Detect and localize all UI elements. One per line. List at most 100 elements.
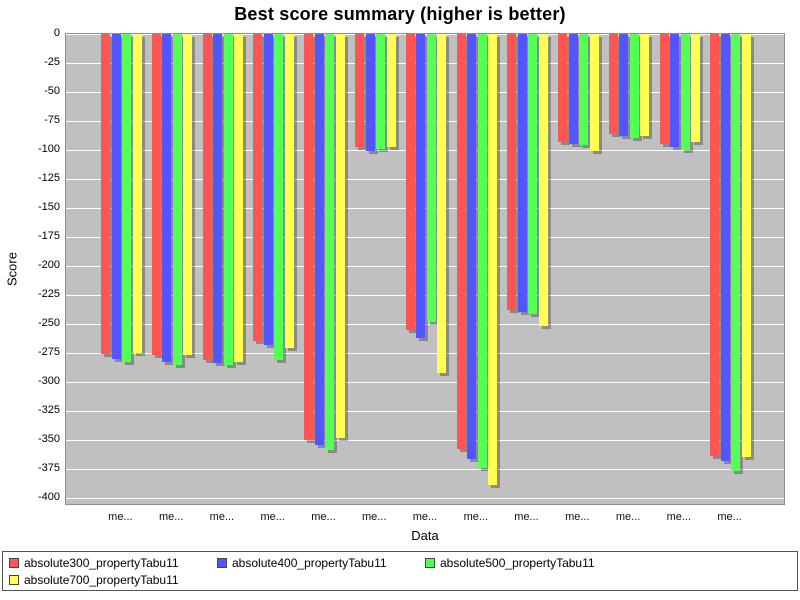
- y-tick-label: -150: [37, 201, 60, 213]
- bar-absolute500_propertyTabu11-cat5: [376, 34, 385, 149]
- bar-absolute500_propertyTabu11-cat11: [680, 34, 690, 150]
- y-tick-label: -325: [37, 404, 60, 416]
- bar-absolute500_propertyTabu11-cat4: [325, 34, 335, 451]
- bar-absolute700_propertyTabu11-cat4: [335, 34, 345, 438]
- bar-absolute700_propertyTabu11-cat12: [741, 34, 751, 458]
- legend-item: absolute400_propertyTabu11: [214, 554, 422, 571]
- y-tick-label: -350: [37, 433, 60, 445]
- y-tick-label: -50: [44, 85, 60, 97]
- bar-absolute700_propertyTabu11-cat3: [284, 34, 294, 349]
- bar-absolute400_propertyTabu11-cat12: [720, 34, 730, 461]
- y-tick-label: -300: [37, 375, 60, 387]
- x-tick-label: me...: [108, 511, 133, 523]
- bar-absolute500_propertyTabu11-cat6: [426, 34, 436, 322]
- legend-swatch-icon: [9, 557, 19, 568]
- legend-label: absolute700_propertyTabu11: [24, 572, 179, 587]
- bar-absolute700_propertyTabu11-cat2: [234, 34, 244, 363]
- legend-item: absolute300_propertyTabu11: [6, 554, 214, 571]
- bar-absolute700_propertyTabu11-cat1: [183, 34, 193, 356]
- x-tick-label: me...: [615, 511, 641, 523]
- x-tick-label: me...: [463, 511, 489, 523]
- bar-absolute500_propertyTabu11-cat12: [731, 34, 741, 472]
- gridline: [66, 469, 784, 470]
- bar-absolute400_propertyTabu11-cat4: [314, 34, 324, 445]
- bar-absolute700_propertyTabu11-cat0: [132, 34, 142, 353]
- bar-absolute500_propertyTabu11-cat0: [122, 34, 132, 363]
- legend-label: absolute500_propertyTabu11: [440, 555, 595, 570]
- legend-item: absolute700_propertyTabu11: [6, 571, 214, 588]
- gridline: [66, 353, 784, 354]
- bar-absolute300_propertyTabu11-cat0: [101, 34, 111, 355]
- chart-title: Best score summary (higher is better): [234, 4, 566, 24]
- x-tick-label: me...: [158, 511, 184, 523]
- x-tick-label: me...: [260, 511, 285, 523]
- bar-absolute300_propertyTabu11-cat8: [507, 34, 517, 311]
- y-tick-label: -375: [37, 462, 60, 474]
- gridline: [66, 382, 784, 383]
- bar-absolute400_propertyTabu11-cat3: [263, 34, 273, 345]
- legend-swatch-icon: [217, 557, 227, 568]
- legend-label: absolute400_propertyTabu11: [232, 555, 387, 570]
- plot-area: [65, 33, 785, 505]
- bar-absolute300_propertyTabu11-cat10: [608, 34, 618, 134]
- bar-absolute300_propertyTabu11-cat3: [253, 34, 263, 342]
- bar-absolute700_propertyTabu11-cat6: [437, 34, 447, 373]
- bar-absolute500_propertyTabu11-cat2: [223, 34, 233, 365]
- bar-absolute500_propertyTabu11-cat8: [528, 34, 538, 314]
- x-tick-label: me...: [717, 511, 742, 523]
- bar-absolute700_propertyTabu11-cat7: [488, 34, 497, 486]
- bar-absolute700_propertyTabu11-cat9: [589, 34, 599, 152]
- y-tick-label: -225: [37, 288, 60, 300]
- legend-item: absolute500_propertyTabu11: [422, 554, 630, 571]
- x-tick-label: me...: [412, 511, 438, 523]
- x-tick-label: me...: [666, 511, 692, 523]
- y-tick-label: -25: [44, 56, 60, 68]
- y-tick-label: -250: [37, 317, 60, 329]
- gridline: [66, 498, 784, 499]
- bar-absolute500_propertyTabu11-cat3: [274, 34, 284, 360]
- bar-absolute400_propertyTabu11-cat0: [111, 34, 121, 359]
- x-tick-label: me...: [514, 511, 539, 523]
- bar-absolute400_propertyTabu11-cat10: [619, 34, 629, 137]
- x-tick-label: me...: [209, 511, 235, 523]
- bar-absolute400_propertyTabu11-cat2: [213, 34, 223, 364]
- bar-absolute400_propertyTabu11-cat6: [416, 34, 426, 338]
- bar-absolute400_propertyTabu11-cat1: [162, 34, 172, 363]
- legend-swatch-icon: [9, 574, 19, 585]
- bar-absolute700_propertyTabu11-cat10: [640, 34, 650, 137]
- bar-absolute400_propertyTabu11-cat9: [568, 34, 578, 145]
- gridline: [66, 440, 784, 441]
- x-tick-label: me...: [311, 511, 336, 523]
- bar-absolute300_propertyTabu11-cat9: [558, 34, 568, 142]
- bar-absolute300_propertyTabu11-cat11: [659, 34, 669, 145]
- legend: absolute300_propertyTabu11 absolute400_pr…: [2, 551, 798, 591]
- y-tick-label: -200: [37, 259, 60, 271]
- legend-swatch-icon: [425, 557, 435, 568]
- y-tick-label: 0: [53, 27, 60, 39]
- gridline: [66, 411, 784, 412]
- bar-absolute300_propertyTabu11-cat1: [151, 34, 161, 356]
- y-tick-label: -400: [37, 491, 60, 503]
- bar-absolute400_propertyTabu11-cat11: [670, 34, 680, 147]
- x-tick-label: me...: [361, 511, 387, 523]
- x-tick-label: me...: [565, 511, 590, 523]
- bar-absolute500_propertyTabu11-cat7: [477, 34, 487, 468]
- bar-absolute700_propertyTabu11-cat8: [538, 34, 548, 327]
- y-tick-label: -100: [37, 143, 60, 155]
- bar-absolute400_propertyTabu11-cat7: [467, 34, 476, 459]
- y-tick-label: -125: [37, 172, 60, 184]
- bar-absolute300_propertyTabu11-cat7: [456, 34, 466, 450]
- y-tick-label: -75: [44, 114, 60, 126]
- y-tick-label: -275: [37, 346, 60, 358]
- bar-absolute500_propertyTabu11-cat10: [629, 34, 639, 139]
- bar-absolute400_propertyTabu11-cat5: [365, 34, 375, 152]
- bar-absolute300_propertyTabu11-cat5: [355, 34, 364, 147]
- bar-absolute400_propertyTabu11-cat8: [517, 34, 527, 313]
- bar-absolute700_propertyTabu11-cat11: [691, 34, 701, 142]
- bar-absolute700_propertyTabu11-cat5: [386, 34, 396, 147]
- legend-label: absolute300_propertyTabu11: [24, 555, 179, 570]
- bar-absolute500_propertyTabu11-cat9: [579, 34, 589, 146]
- bar-absolute500_propertyTabu11-cat1: [172, 34, 182, 365]
- y-tick-label: -175: [37, 230, 60, 242]
